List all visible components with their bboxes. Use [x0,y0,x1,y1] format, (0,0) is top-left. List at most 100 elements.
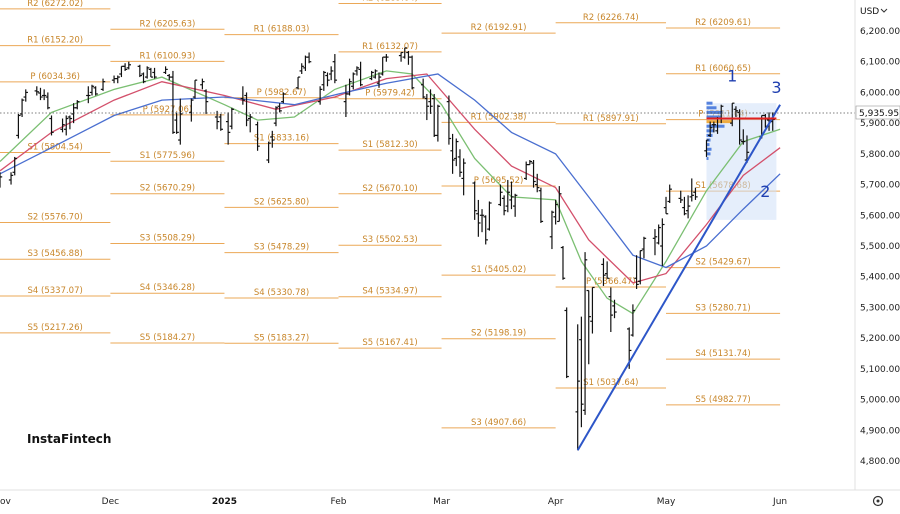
pivot-label: S5 (5184.27) [140,333,195,343]
ohlc-bar [325,72,330,87]
price-tick-label[interactable]: 5,900.00 [860,119,900,129]
wave-label: 2 [760,182,770,201]
time-tick-label[interactable]: ov [0,497,12,507]
price-tick-label[interactable]: 6,000.00 [860,88,900,98]
ohlc-bar [354,66,360,76]
currency-label[interactable]: USD [860,7,879,17]
time-tick-label[interactable]: Feb [331,497,347,507]
watermark-background [20,417,98,455]
ohlc-bar [682,196,687,216]
pivot-label: S3 (5456.88) [28,249,83,259]
price-tick-label[interactable]: 5,000.00 [860,396,900,406]
time-tick-label[interactable]: Mar [433,497,450,507]
ohlc-bar [667,184,672,203]
settings-icon-center[interactable] [876,499,880,503]
ohlc-bar [612,299,617,319]
volume-profile-bar [706,124,725,128]
ohlc-bar [693,187,698,200]
ohlc-bar [34,86,39,96]
pivot-label: S2 (5576.70) [28,212,83,222]
ohlc-bar [741,129,746,145]
ohlc-bar [737,109,742,145]
volume-profile-bar [706,120,733,124]
wave-label: 1 [727,67,737,86]
pivot-label: S4 (5334.97) [362,287,417,297]
ohlc-bar [557,186,562,223]
pivot-label: S3 (4907.66) [471,418,526,428]
wave-label: 3 [771,78,781,97]
price-tick-label[interactable]: 5,800.00 [860,150,900,160]
ohlc-bar [23,89,28,102]
pivot-label: S3 (5280.71) [695,303,750,313]
ohlc-bar [203,89,209,114]
pivot-label: S2 (5198.19) [471,329,526,339]
pivot-label: S3 (5508.29) [140,233,195,243]
ohlc-bar [501,195,507,216]
ohlc-bar [582,252,588,415]
price-tick-label[interactable]: 5,700.00 [860,181,900,191]
ohlc-bar [141,72,146,84]
ohlc-bar [229,107,235,130]
pivot-label: S5 (4982.77) [695,395,750,405]
time-tick-label[interactable]: Jun [772,497,787,507]
ohlc-bar [601,258,606,286]
time-tick-label[interactable]: 2025 [212,497,237,507]
ohlc-bar [730,102,735,127]
chevron-down-icon[interactable] [880,8,888,13]
ohlc-bar [189,98,194,122]
pivot-label: S1 (5833.16) [254,134,309,144]
price-tick-label[interactable]: 5,600.00 [860,211,900,221]
time-tick-label[interactable]: Dec [102,497,119,507]
ohlc-bar [137,64,143,78]
ohlc-bar [373,69,378,79]
ohlc-bar [277,103,282,113]
ohlc-bar [409,55,415,90]
price-tick-label[interactable]: 5,200.00 [860,334,900,344]
pivot-label: S2 (5670.10) [362,184,417,194]
pivot-label: P (5979.42) [365,89,415,99]
price-tick-label[interactable]: 4,900.00 [860,426,900,436]
pivot-label: S1 (5804.54) [28,142,83,152]
ohlc-bar [428,89,433,114]
price-axis[interactable]: 6,200.00 6,100.00 6,000.00 5,900.00 5,800.00… [860,27,900,467]
price-tick-label[interactable]: 5,400.00 [860,273,900,283]
ohlc-bar [122,63,128,71]
pivot-label: R1 (6132.07) [362,42,418,52]
time-tick-label[interactable]: Apr [548,497,564,507]
ohlc-bar [49,115,54,136]
price-tick-label[interactable]: 5,500.00 [860,242,900,252]
ohlc-bar [575,324,580,451]
ohlc-bar [549,210,555,250]
settings-icon-ring[interactable] [872,495,884,507]
ohlc-bar [535,173,540,193]
ohlc-bar [689,178,694,202]
pivot-label: R2 (6192.91) [471,23,527,33]
ohlc-bar [19,98,25,117]
price-tick-label[interactable]: 6,100.00 [860,58,900,68]
pivot-label: S5 (5167.41) [362,338,417,348]
ohlc-bar [273,106,279,127]
ohlc-bar [328,66,334,81]
pivot-label: S4 (5330.78) [254,288,309,298]
volume-profile-bar [706,147,712,151]
ohlc-bar [163,66,168,74]
time-axis[interactable]: ov Dec 2025 Feb Mar Apr May Jun [0,497,787,507]
ohlc-bar [240,86,246,105]
price-axis-panel [855,0,900,490]
ohlc-bar [457,149,463,177]
time-tick-label[interactable]: May [657,497,676,507]
settings-icon[interactable] [872,495,884,507]
time-axis-panel [0,490,900,510]
ohlc-bar [638,250,643,285]
ohlc-bar [16,113,21,139]
trendline [576,104,781,451]
price-tick-label[interactable]: 5,100.00 [860,365,900,375]
price-tick-label[interactable]: 6,200.00 [860,27,900,37]
pivot-label: R1 (6188.03) [254,25,310,35]
ohlc-bar [652,229,658,256]
price-tick-label[interactable]: 5,300.00 [860,303,900,313]
ohlc-bar [174,112,179,134]
price-tick-label[interactable]: 4,800.00 [860,457,900,467]
